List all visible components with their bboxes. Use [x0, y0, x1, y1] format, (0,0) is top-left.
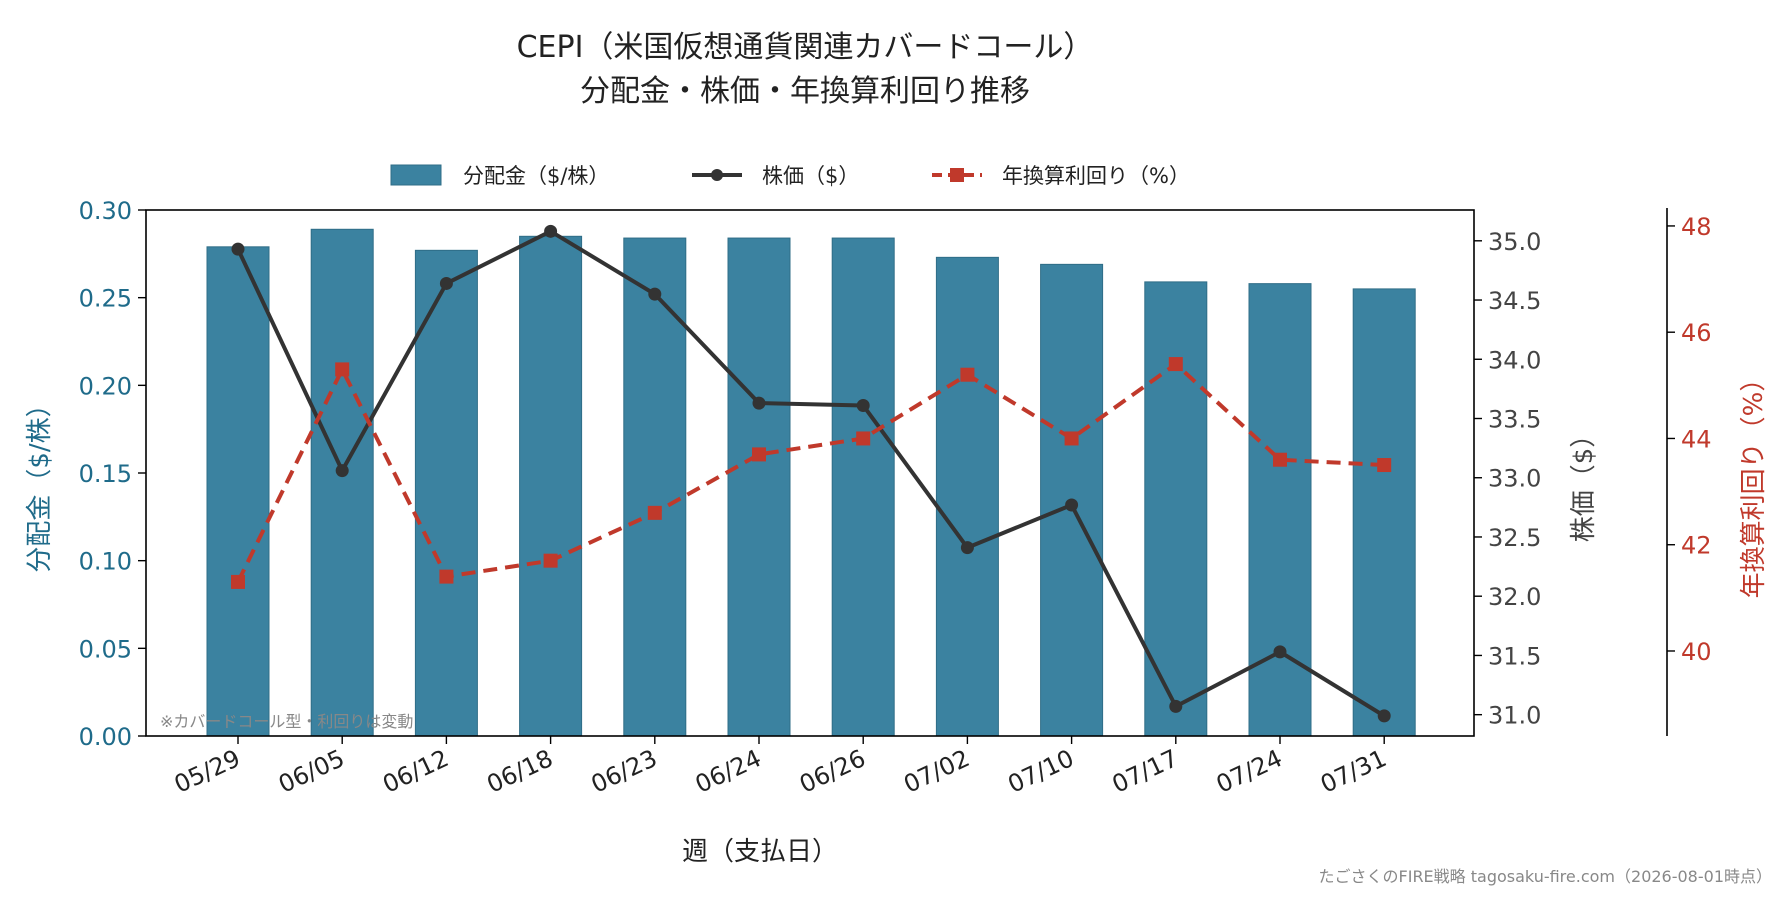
x-tick-label-07/02: 07/02 [899, 744, 974, 799]
point-price-06/05 [335, 464, 349, 478]
bar-dividend-06/18 [519, 235, 583, 737]
bar-dividend-06/24 [727, 237, 791, 737]
bar-dividend-06/23 [623, 237, 687, 737]
right-tick-label-price: 33.0 [1488, 465, 1541, 493]
left-tick-label: 0.15 [79, 460, 132, 488]
left-tick-label: 0.25 [79, 285, 132, 313]
x-tick-label-06/18: 06/18 [483, 744, 558, 799]
legend-marker-yield [950, 168, 964, 182]
point-price-06/24 [752, 396, 766, 410]
x-tick-label-07/17: 07/17 [1108, 744, 1183, 799]
point-yield-05/29 [231, 574, 245, 589]
point-price-06/26 [856, 398, 870, 412]
x-tick-label-07/24: 07/24 [1212, 744, 1287, 799]
point-price-06/23 [648, 287, 662, 301]
right-tick-label-yield: 40 [1681, 638, 1712, 666]
line-yield [236, 362, 1385, 583]
point-yield-07/02 [960, 367, 975, 382]
bar-dividend-05/29 [206, 246, 270, 737]
x-tick-label-06/26: 06/26 [795, 744, 870, 799]
point-yield-07/24 [1273, 452, 1287, 467]
point-yield-06/23 [647, 505, 662, 520]
bar-dividend-07/24 [1248, 283, 1312, 737]
x-tick-label-06/23: 06/23 [587, 744, 662, 799]
right-tick-label-price: 31.0 [1488, 702, 1541, 730]
legend-label-yield: 年換算利回り（%） [1002, 164, 1190, 188]
point-price-07/10 [1065, 498, 1079, 512]
plot-area: 0.00 0.05 0.10 0.15 0.20 0.25 0.30 31.0 31.5 32.0… [79, 197, 1712, 799]
chart-subtitle: 分配金・株価・年換算利回り推移 [580, 74, 1030, 109]
point-price-07/31 [1377, 709, 1391, 723]
point-yield-06/05 [335, 362, 350, 377]
point-price-06/12 [439, 276, 453, 290]
point-yield-07/31 [1377, 458, 1392, 473]
footer-credit: たごさくのFIRE戦略 tagosaku-fire.com（2026-08-01… [1319, 867, 1772, 886]
legend: 分配金（$/株） 株価（$） 年換算利回り（%） [390, 164, 1190, 188]
right-tick-label-price: 35.0 [1488, 228, 1541, 256]
right-axis-title-yield: 年換算利回り（%） [1739, 366, 1769, 599]
left-tick-label: 0.20 [79, 372, 132, 400]
right-tick-label-price: 34.5 [1488, 287, 1541, 315]
bar-dividend-06/12 [414, 249, 478, 737]
right-tick-label-yield: 46 [1681, 319, 1712, 347]
point-price-07/02 [960, 541, 974, 555]
right-axis-title-price: 株価（$） [1569, 422, 1599, 543]
point-yield-07/17 [1168, 357, 1183, 372]
line-price [236, 229, 1386, 718]
left-tick-label: 0.00 [79, 723, 132, 751]
right-tick-label-price: 31.5 [1488, 642, 1541, 670]
x-tick-label-06/24: 06/24 [691, 744, 766, 799]
legend-label-price: 株価（$） [762, 164, 859, 188]
right-tick-label-price: 33.5 [1488, 406, 1541, 434]
left-axis-title: 分配金（$/株） [25, 391, 55, 572]
right-tick-label-price: 32.5 [1488, 524, 1541, 552]
point-price-07/17 [1169, 699, 1183, 713]
point-price-06/18 [544, 224, 558, 238]
x-axis-title: 週（支払日） [682, 837, 838, 867]
bar-dividend-06/05 [310, 228, 374, 737]
right-tick-label-price: 34.0 [1488, 346, 1541, 374]
x-tick-label-06/05: 06/05 [274, 744, 349, 799]
left-tick-label: 0.05 [79, 635, 132, 663]
right-tick-label-price: 32.0 [1488, 583, 1541, 611]
legend-marker-price [711, 169, 723, 181]
right-tick-label-yield: 42 [1681, 532, 1712, 560]
chart-title: CEPI（米国仮想通貨関連カバードコール） [517, 30, 1094, 65]
x-tick-label-07/31: 07/31 [1316, 744, 1391, 799]
bar-dividend-07/31 [1352, 288, 1416, 737]
point-price-07/24 [1273, 645, 1287, 659]
right-tick-label-yield: 48 [1681, 213, 1712, 241]
legend-swatch-dividend [390, 164, 442, 186]
point-yield-06/12 [439, 569, 454, 584]
chart-note: ※カバードコール型・利回りは変動 [160, 712, 413, 731]
bar-dividend-06/26 [831, 237, 895, 737]
bar-dividend-07/02 [935, 256, 999, 737]
point-price-05/29 [231, 242, 245, 256]
left-tick-label: 0.10 [79, 548, 132, 576]
right-tick-label-yield: 44 [1681, 425, 1712, 453]
point-yield-06/18 [543, 553, 558, 568]
x-tick-label-06/12: 06/12 [378, 744, 453, 799]
legend-label-dividend: 分配金（$/株） [463, 164, 609, 188]
x-tick-label-07/10: 07/10 [1004, 744, 1079, 799]
point-yield-07/10 [1064, 431, 1079, 446]
point-yield-06/26 [856, 431, 871, 446]
point-yield-06/24 [752, 447, 766, 462]
left-tick-label: 0.30 [79, 197, 132, 225]
x-tick-label-05/29: 05/29 [170, 744, 245, 799]
